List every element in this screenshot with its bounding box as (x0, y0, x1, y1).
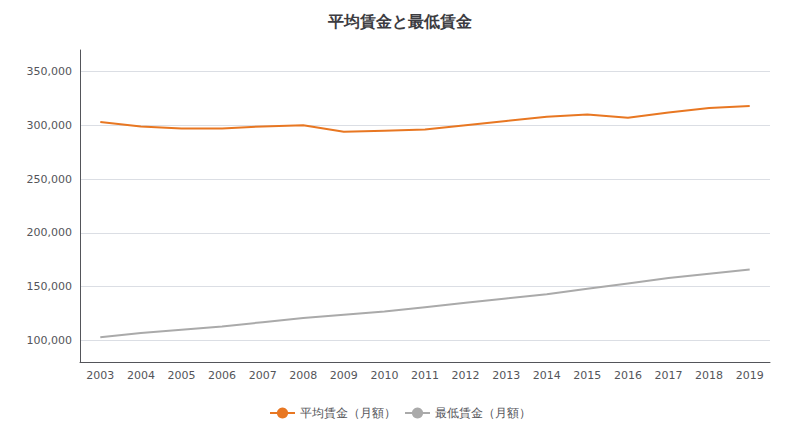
svg-text:平均賃金（月額）: 平均賃金（月額） (300, 406, 396, 420)
svg-text:2005: 2005 (167, 369, 195, 382)
svg-text:200,000: 200,000 (27, 226, 73, 239)
svg-text:150,000: 150,000 (27, 280, 73, 293)
svg-text:2004: 2004 (127, 369, 155, 382)
svg-text:2016: 2016 (614, 369, 642, 382)
svg-text:300,000: 300,000 (27, 119, 73, 132)
svg-text:2003: 2003 (86, 369, 114, 382)
svg-text:100,000: 100,000 (27, 334, 73, 347)
svg-text:2006: 2006 (208, 369, 236, 382)
svg-text:2015: 2015 (573, 369, 601, 382)
svg-text:250,000: 250,000 (27, 173, 73, 186)
svg-text:2013: 2013 (492, 369, 520, 382)
svg-text:2007: 2007 (249, 369, 277, 382)
svg-text:2012: 2012 (452, 369, 480, 382)
svg-text:2010: 2010 (370, 369, 398, 382)
svg-text:2019: 2019 (736, 369, 764, 382)
svg-text:最低賃金（月額）: 最低賃金（月額） (435, 406, 531, 420)
svg-text:平均賃金と最低賃金: 平均賃金と最低賃金 (327, 12, 472, 31)
svg-text:2008: 2008 (289, 369, 317, 382)
svg-text:2014: 2014 (533, 369, 561, 382)
svg-text:2018: 2018 (695, 369, 723, 382)
svg-text:2017: 2017 (655, 369, 683, 382)
svg-text:350,000: 350,000 (27, 65, 73, 78)
svg-text:2011: 2011 (411, 369, 439, 382)
svg-text:2009: 2009 (330, 369, 358, 382)
